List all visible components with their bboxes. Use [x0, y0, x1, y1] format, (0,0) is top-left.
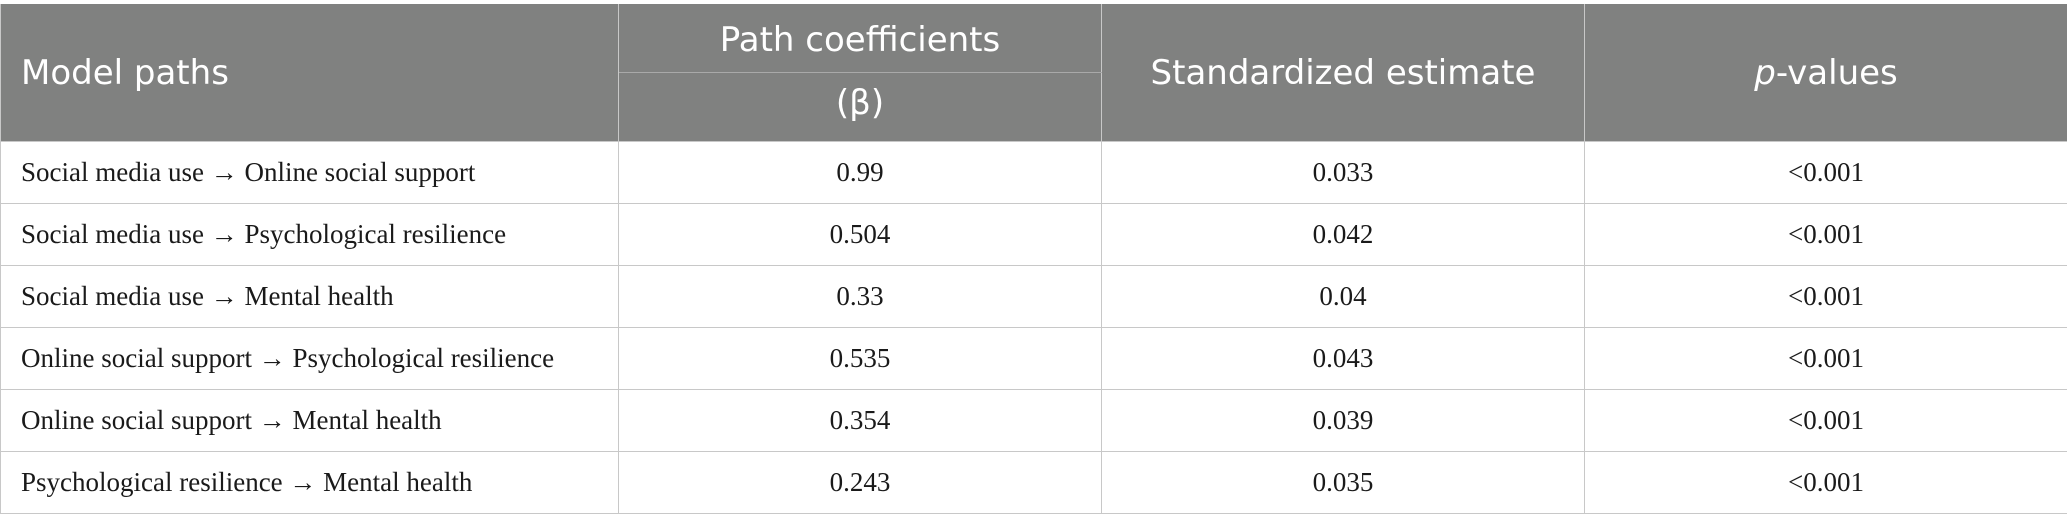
p-value-cell: <0.001	[1584, 451, 2067, 514]
p-value-cell: <0.001	[1584, 141, 2067, 204]
standardized-estimate-cell: 0.04	[1101, 265, 1585, 328]
standardized-estimate-cell: 0.039	[1101, 389, 1585, 452]
model-path-cell: Social media use → Psychological resilie…	[0, 203, 619, 266]
standardized-estimate-cell: 0.035	[1101, 451, 1585, 514]
p-value-cell: <0.001	[1584, 389, 2067, 452]
table-header: Model paths Path coefficients Standardiz…	[0, 4, 2067, 142]
model-path-cell: Psychological resilience → Mental health	[0, 451, 619, 514]
beta-cell: 0.243	[618, 451, 1102, 514]
beta-cell: 0.99	[618, 141, 1102, 204]
header-path-coefficients: Path coefficients	[618, 4, 1102, 73]
beta-cell: 0.535	[618, 327, 1102, 390]
header-row-1: Model paths Path coefficients Standardiz…	[0, 4, 2067, 142]
table-row: Social media use → Mental health 0.33 0.…	[0, 265, 2067, 328]
header-standardized-estimate: Standardized estimate	[1101, 4, 1585, 142]
p-value-cell: <0.001	[1584, 327, 2067, 390]
beta-cell: 0.354	[618, 389, 1102, 452]
model-path-cell: Social media use → Mental health	[0, 265, 619, 328]
table-row: Psychological resilience → Mental health…	[0, 451, 2067, 514]
table-row: Social media use → Psychological resilie…	[0, 203, 2067, 266]
table-row: Social media use → Online social support…	[0, 141, 2067, 204]
p-value-cell: <0.001	[1584, 203, 2067, 266]
header-p-letter: p	[1754, 52, 1776, 93]
beta-cell: 0.33	[618, 265, 1102, 328]
header-model-paths: Model paths	[0, 4, 619, 142]
table-row: Online social support → Psychological re…	[0, 327, 2067, 390]
model-path-cell: Online social support → Mental health	[0, 389, 619, 452]
model-paths-table: Model paths Path coefficients Standardiz…	[0, 4, 2067, 514]
p-value-cell: <0.001	[1584, 265, 2067, 328]
header-p-values: p-values	[1584, 4, 2067, 142]
header-p-suffix: -values	[1775, 52, 1898, 93]
model-path-cell: Online social support → Psychological re…	[0, 327, 619, 390]
header-beta: (β)	[618, 72, 1102, 142]
standardized-estimate-cell: 0.042	[1101, 203, 1585, 266]
model-path-cell: Social media use → Online social support	[0, 141, 619, 204]
standardized-estimate-cell: 0.033	[1101, 141, 1585, 204]
table-row: Online social support → Mental health 0.…	[0, 389, 2067, 452]
beta-cell: 0.504	[618, 203, 1102, 266]
table-body: Social media use → Online social support…	[0, 141, 2067, 514]
standardized-estimate-cell: 0.043	[1101, 327, 1585, 390]
header-row-2: (β)	[1, 72, 2067, 142]
